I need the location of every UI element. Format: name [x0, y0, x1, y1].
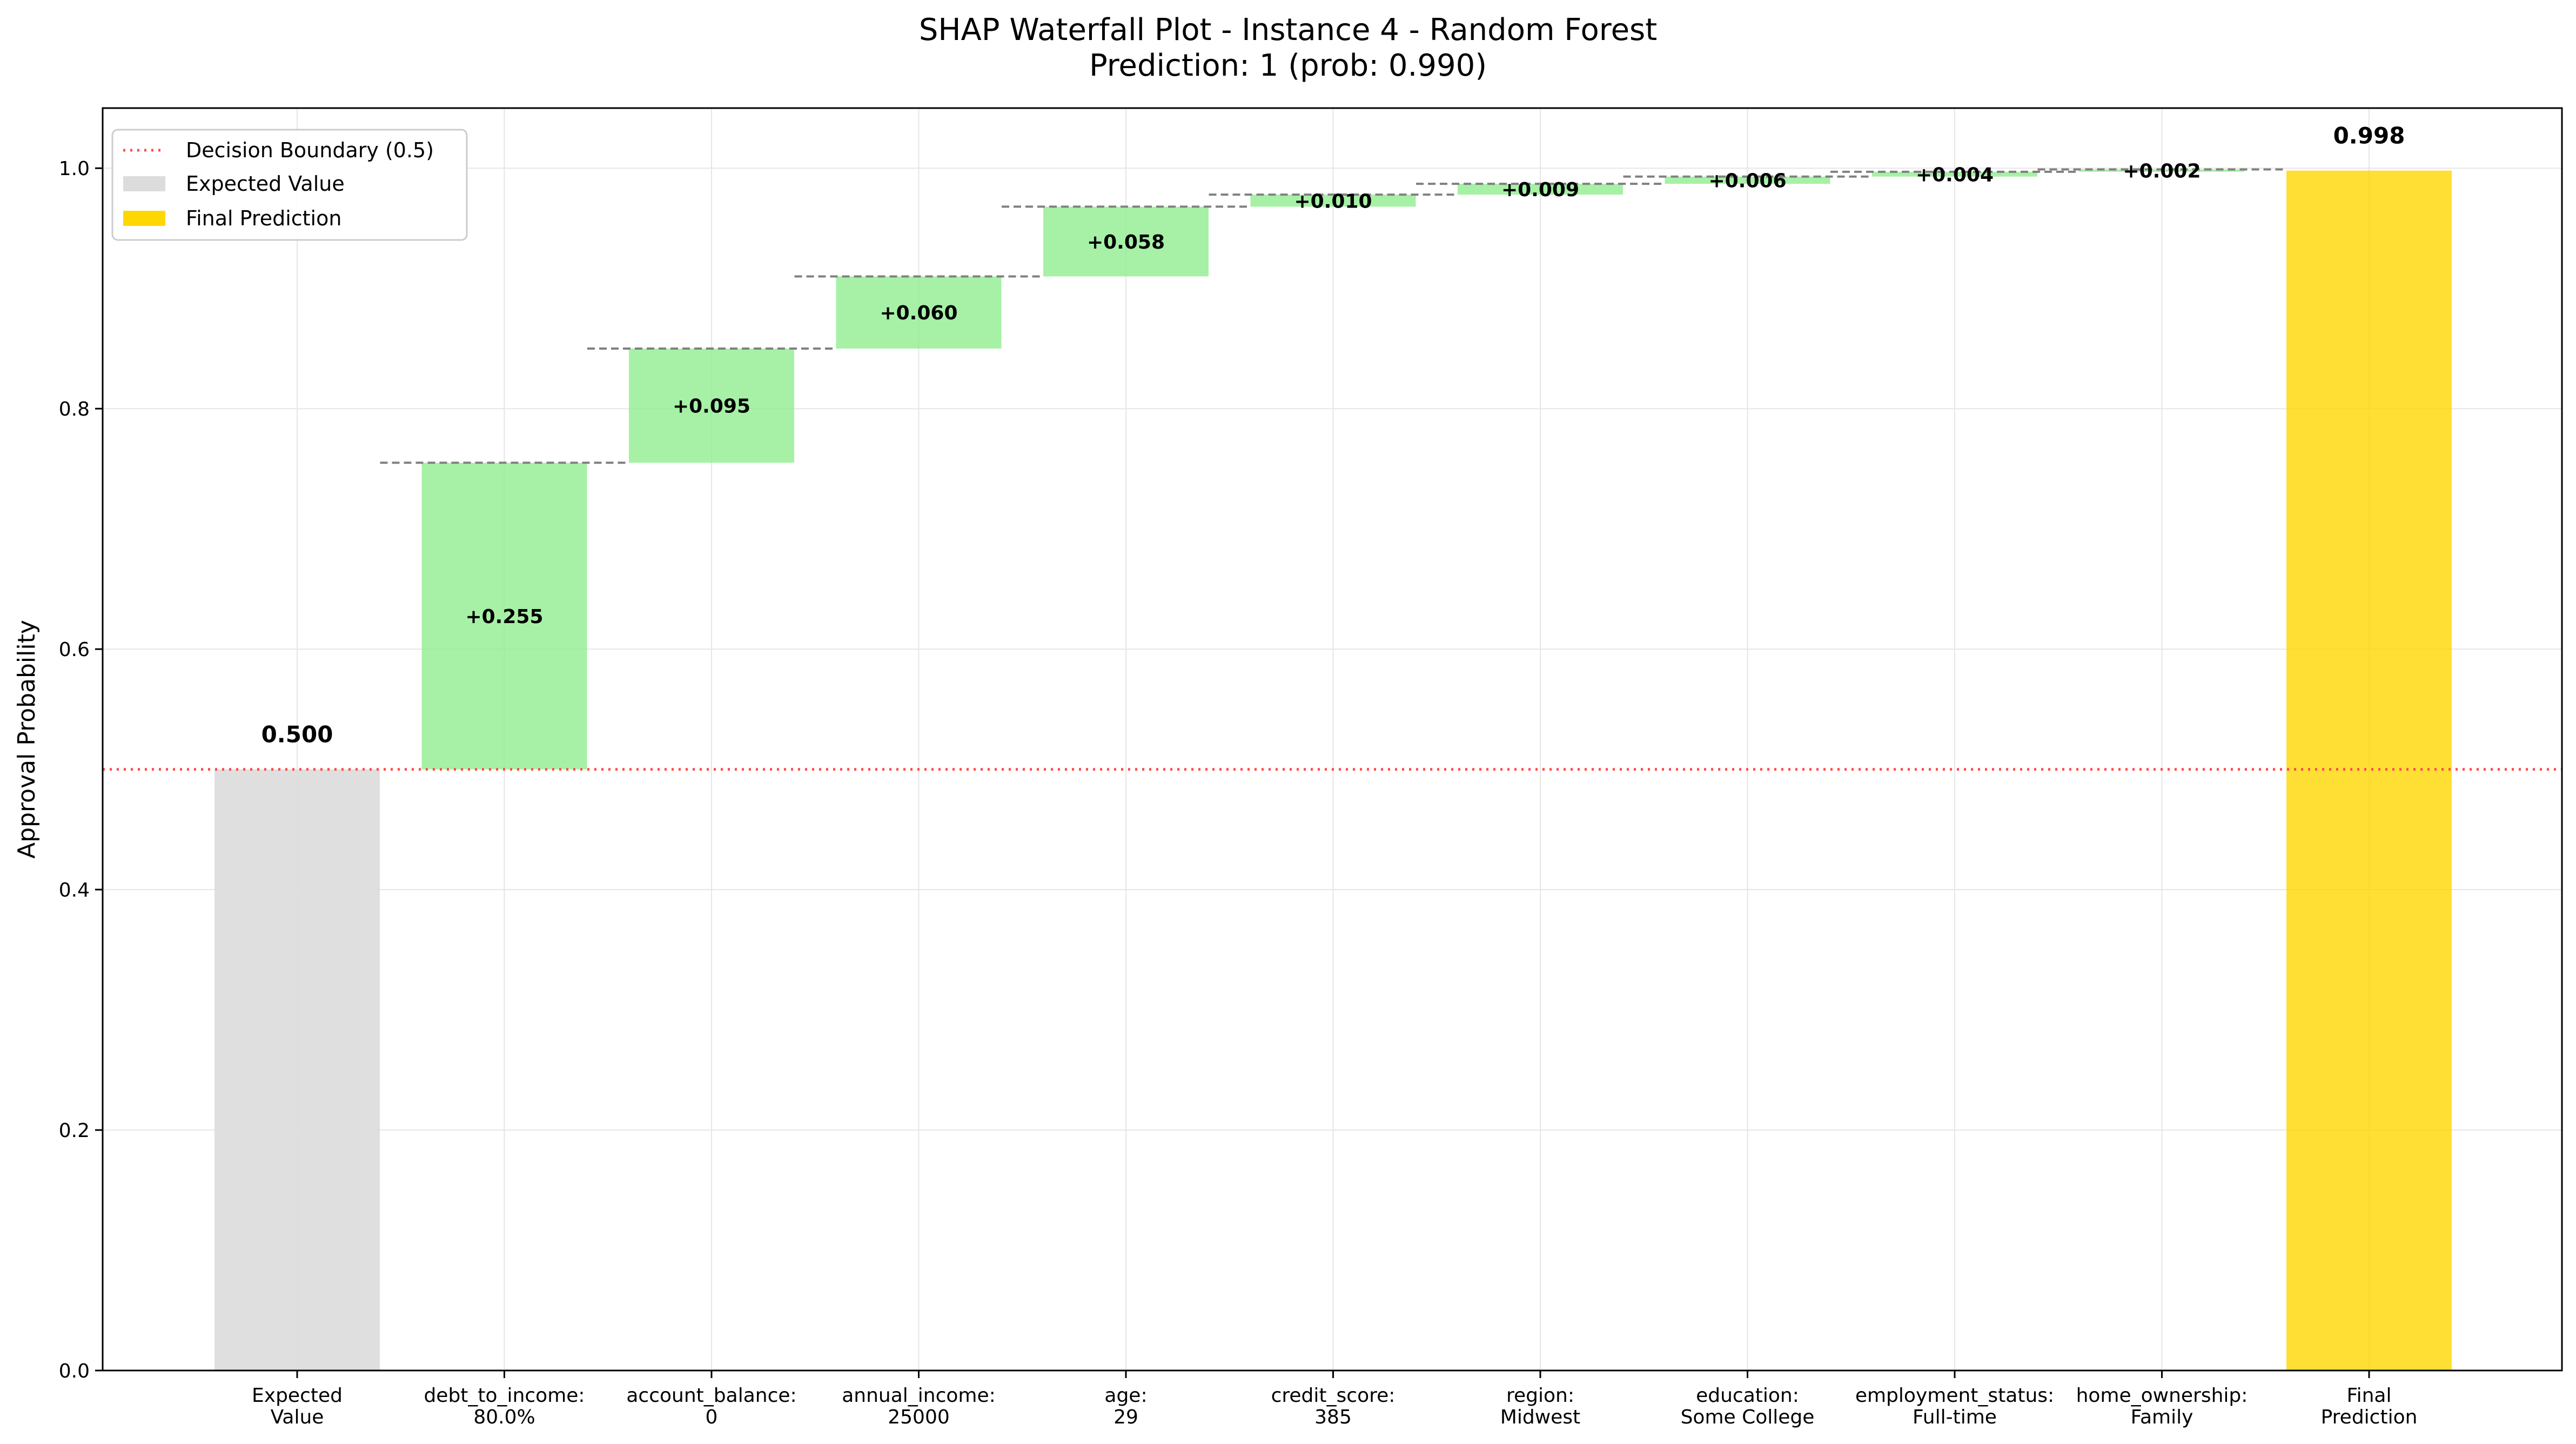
y-axis-label: Approval Probability [13, 620, 41, 859]
x-tick-label: Prediction [2321, 1406, 2418, 1428]
x-tick-label: Expected [252, 1385, 343, 1407]
chart-subtitle: Prediction: 1 (prob: 0.990) [1089, 48, 1487, 83]
x-tick-label: 385 [1314, 1406, 1352, 1428]
bars [214, 169, 2452, 1371]
bar-label-contribution: +0.060 [880, 302, 957, 324]
y-axis-ticks: 0.0 0.2 0.4 0.6 0.8 1.0 [59, 158, 103, 1382]
bar-label-expected-value: 0.500 [261, 721, 333, 748]
bar-label-final-prediction: 0.998 [2333, 123, 2405, 149]
y-tick-label: 0.6 [59, 639, 90, 661]
bar-value-labels: 0.500 +0.255 +0.095 +0.060 +0.058 +0.010 +0.00… [261, 123, 2405, 748]
connector-lines [380, 168, 2286, 464]
bar-contribution [836, 276, 1002, 349]
bar-label-contribution: +0.255 [465, 606, 543, 628]
x-tick-label: Family [2131, 1406, 2193, 1428]
bar-contribution [1458, 184, 1623, 195]
y-tick-label: 1.0 [59, 158, 90, 180]
x-tick-label: account_balance: [626, 1385, 796, 1407]
bar-label-contribution: +0.006 [1708, 170, 1786, 192]
legend-label-final: Final Prediction [186, 206, 341, 230]
bar-contribution [421, 463, 587, 770]
x-tick-label: debt_to_income: [424, 1385, 585, 1407]
legend-final-swatch [123, 211, 165, 226]
x-tick-label: annual_income: [842, 1385, 996, 1407]
x-tick-label: age: [1104, 1385, 1147, 1407]
bar-contribution [1250, 195, 1416, 207]
x-tick-label: 80.0% [473, 1406, 535, 1428]
x-tick-label: Full-time [1913, 1406, 1997, 1428]
x-tick-label: 29 [1113, 1406, 1138, 1428]
x-tick-label: region: [1506, 1385, 1574, 1407]
legend: Decision Boundary (0.5) Expected Value F… [111, 129, 468, 241]
bar-label-contribution: +0.004 [1916, 164, 1994, 186]
chart-title: SHAP Waterfall Plot - Instance 4 - Rando… [919, 12, 1657, 48]
x-tick-label: home_ownership: [2076, 1385, 2248, 1407]
y-tick-label: 0.2 [59, 1120, 90, 1142]
x-tick-label: 0 [706, 1406, 718, 1428]
x-tick-label: credit_score: [1271, 1385, 1396, 1407]
y-tick-label: 0.0 [59, 1360, 90, 1382]
bar-label-contribution: +0.010 [1294, 190, 1372, 212]
bar-expected-value [214, 769, 380, 1371]
bar-label-contribution: +0.095 [673, 396, 750, 418]
legend-frame [111, 129, 468, 241]
x-tick-label: Midwest [1500, 1406, 1580, 1428]
x-tick-label: 25000 [888, 1406, 950, 1428]
grid-lines [103, 108, 2562, 1371]
bar-final-prediction [2286, 170, 2452, 1371]
x-tick-label: Final [2347, 1385, 2392, 1407]
bar-contribution [1665, 176, 1830, 184]
legend-label-boundary: Decision Boundary (0.5) [186, 138, 434, 162]
bar-contribution [1043, 206, 1209, 277]
bar-contribution [1872, 171, 2037, 177]
x-tick-label: education: [1696, 1385, 1799, 1407]
y-tick-label: 0.8 [59, 398, 90, 420]
x-tick-label: Value [271, 1406, 324, 1428]
bar-label-contribution: +0.009 [1501, 179, 1579, 201]
bar-contribution [2079, 169, 2245, 172]
legend-expected-swatch [123, 176, 165, 191]
x-tick-label: Some College [1681, 1406, 1815, 1428]
bar-contribution [629, 348, 794, 463]
bar-label-contribution: +0.002 [2123, 161, 2201, 183]
x-tick-label: employment_status: [1855, 1385, 2054, 1407]
bar-label-contribution: +0.058 [1087, 231, 1165, 253]
y-tick-label: 0.4 [59, 879, 90, 901]
legend-label-expected: Expected Value [186, 172, 345, 196]
